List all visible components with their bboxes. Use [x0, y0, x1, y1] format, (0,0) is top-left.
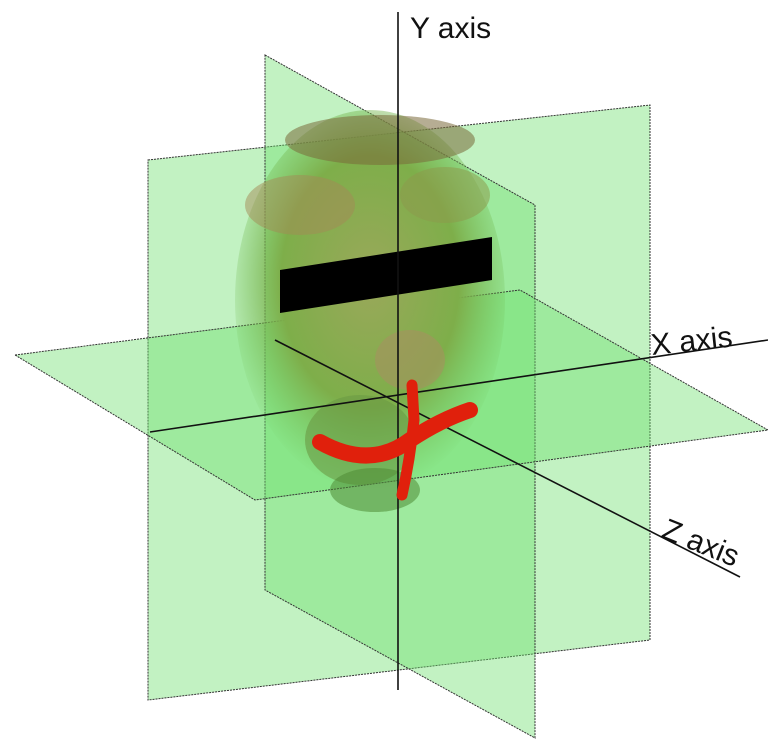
- landmarks: [312, 379, 478, 501]
- face-scan: [235, 110, 505, 512]
- z-axis-label: Z axis: [657, 513, 744, 574]
- x-axis-label: X axis: [649, 321, 734, 362]
- z-axis: [274, 339, 741, 578]
- redaction-bar: [280, 237, 492, 313]
- y-axis-label: Y axis: [410, 12, 491, 45]
- x-axis: [149, 339, 768, 433]
